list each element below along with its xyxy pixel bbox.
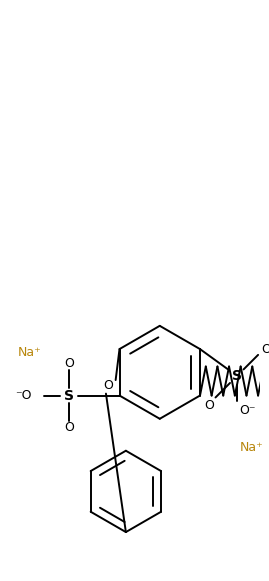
Text: Na⁺: Na⁺ [240,442,264,454]
Text: O: O [261,343,269,356]
Text: O: O [64,357,74,370]
Text: O: O [64,421,74,434]
Text: O: O [205,399,215,412]
Text: O: O [103,379,113,392]
Text: S: S [232,369,242,383]
Text: S: S [64,389,74,403]
Text: O⁻: O⁻ [240,404,256,417]
Text: ⁻O: ⁻O [15,389,31,402]
Text: Na⁺: Na⁺ [17,346,41,360]
